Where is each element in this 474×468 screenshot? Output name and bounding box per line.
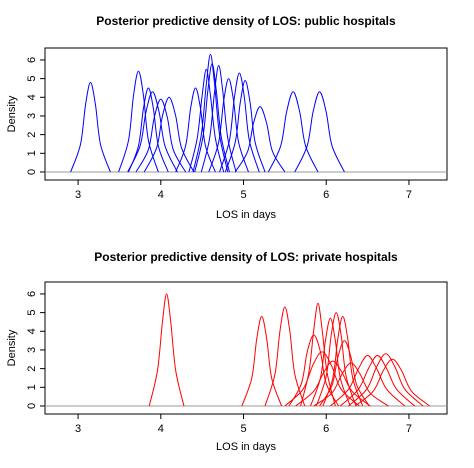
density-curve: [322, 315, 364, 407]
y-tick-label: 0: [26, 403, 38, 409]
y-tick-label: 3: [26, 347, 38, 353]
x-tick-label: 6: [323, 423, 329, 435]
density-curve: [267, 91, 319, 173]
density-curve: [313, 362, 389, 407]
x-tick-label: 7: [406, 423, 412, 435]
x-tick-label: 5: [240, 189, 246, 201]
y-tick-label: 0: [26, 169, 38, 175]
density-curve: [294, 91, 345, 173]
density-curve: [118, 70, 159, 173]
density-curve: [284, 351, 360, 407]
chart-title: Posterior predictive density of LOS: pub…: [96, 14, 396, 28]
density-curve: [224, 79, 266, 173]
density-curve: [128, 87, 169, 173]
density-curve: [70, 81, 111, 173]
density-curve: [188, 68, 225, 173]
density-curve: [194, 63, 230, 173]
y-tick-label: 4: [26, 94, 38, 100]
density-curve: [175, 87, 216, 173]
x-tick-label: 6: [323, 189, 329, 201]
y-tick-label: 1: [26, 384, 38, 390]
x-tick-label: 3: [75, 189, 81, 201]
density-curve: [219, 72, 260, 173]
x-axis-label: LOS in days: [216, 441, 276, 453]
density-curve: [319, 340, 370, 407]
density-curve: [295, 360, 371, 407]
density-curve: [208, 78, 249, 173]
x-tick-label: 3: [75, 423, 81, 435]
x-tick-label: 4: [158, 189, 164, 201]
density-curve: [200, 65, 237, 173]
x-axis-label: LOS in days: [216, 209, 276, 221]
density-curve: [288, 334, 340, 407]
density-curve: [354, 358, 430, 407]
density-curve: [148, 293, 185, 407]
y-axis-label: Density: [6, 95, 18, 132]
chart-title: Posterior predictive density of LOS: pri…: [94, 250, 398, 264]
y-tick-label: 3: [26, 113, 38, 119]
density-curve: [348, 353, 424, 407]
density-curve: [241, 315, 283, 407]
x-tick-label: 4: [158, 423, 164, 435]
density-curve: [264, 306, 306, 407]
plot-frame: [44, 47, 448, 181]
y-tick-label: 6: [26, 57, 38, 63]
plot-frame: [44, 281, 448, 415]
x-tick-label: 5: [240, 423, 246, 435]
y-tick-label: 5: [26, 76, 38, 82]
density-curve: [330, 355, 406, 407]
density-curve: [143, 96, 195, 173]
y-tick-label: 2: [26, 366, 38, 372]
density-curve: [234, 106, 286, 173]
y-tick-label: 4: [26, 328, 38, 334]
y-tick-label: 5: [26, 310, 38, 316]
density-curve: [127, 91, 178, 173]
y-tick-label: 1: [26, 150, 38, 156]
density-curve: [339, 355, 416, 407]
y-tick-label: 2: [26, 132, 38, 138]
density-curve: [135, 98, 187, 173]
x-tick-label: 7: [406, 189, 412, 201]
density-curve: [315, 312, 357, 407]
y-axis-label: Density: [6, 329, 18, 366]
y-tick-label: 6: [26, 291, 38, 297]
